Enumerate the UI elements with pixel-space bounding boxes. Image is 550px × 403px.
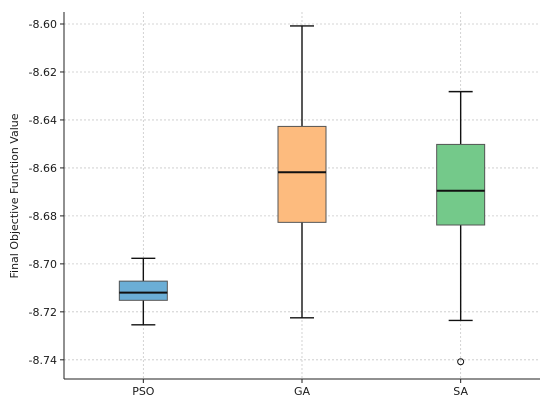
- box-iqr: [277, 125, 327, 223]
- x-tick-label: GA: [294, 385, 311, 398]
- box-ga: [277, 25, 327, 319]
- y-tick-label: -8.72: [29, 306, 57, 319]
- box-iqr: [118, 280, 168, 301]
- x-tick-label: SA: [453, 385, 468, 398]
- box-sa: [436, 90, 486, 366]
- y-axis-label: Final Objective Function Value: [8, 113, 21, 278]
- y-tick-label: -8.64: [29, 114, 57, 127]
- y-tick-label: -8.60: [29, 18, 57, 31]
- box-pso: [118, 257, 168, 326]
- outlier-point: [457, 358, 465, 366]
- axes: -8.60 -8.62 -8.64 -8.66 -8.68 -8.70 -8.72 -8.74…: [29, 12, 540, 398]
- y-tick-label: -8.66: [29, 162, 57, 175]
- y-tick-label: -8.62: [29, 66, 57, 79]
- y-tick-label: -8.68: [29, 210, 57, 223]
- y-tick-label: -8.74: [29, 354, 57, 367]
- boxes: [118, 25, 486, 366]
- x-tick-label: PSO: [132, 385, 155, 398]
- y-tick-label: -8.70: [29, 258, 57, 271]
- box-iqr: [436, 143, 486, 226]
